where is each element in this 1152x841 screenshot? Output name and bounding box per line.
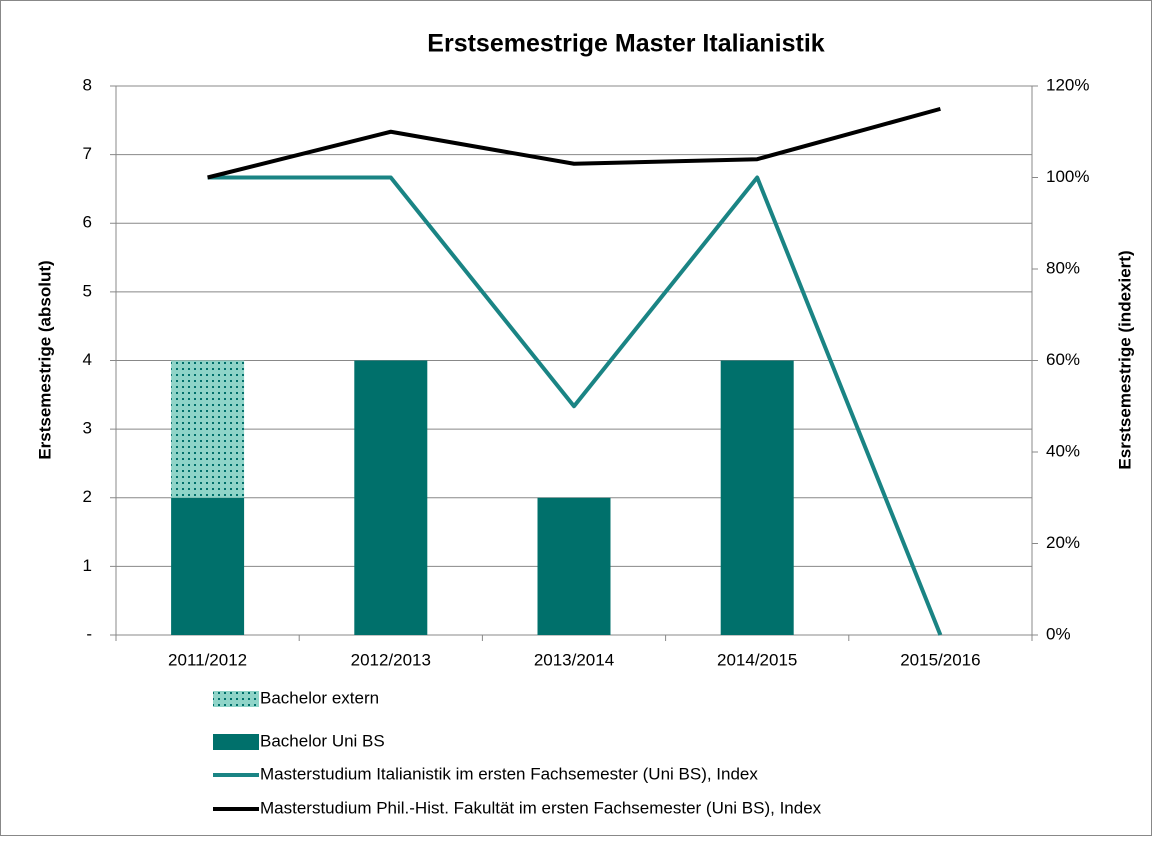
bar xyxy=(171,497,245,635)
bar xyxy=(171,360,245,498)
y-tick-label: 3 xyxy=(83,419,92,438)
y2-tick-label: 20% xyxy=(1046,533,1080,552)
bar xyxy=(720,360,794,635)
bar xyxy=(537,497,611,635)
legend-label: Bachelor extern xyxy=(260,688,379,707)
y-tick-label: 7 xyxy=(83,144,92,163)
y-axis-title: Erstsemestrige (absolut) xyxy=(35,260,54,459)
x-tick-label: 2012/2013 xyxy=(351,650,431,669)
y2-tick-label: 60% xyxy=(1046,350,1080,369)
y-tick-label: 1 xyxy=(83,556,92,575)
y-tick-label: 5 xyxy=(83,281,92,300)
chart-title: Erstsemestrige Master Italianistik xyxy=(427,30,824,58)
legend-label: Masterstudium Phil.-Hist. Fakultät im er… xyxy=(260,798,822,817)
y2-tick-label: 80% xyxy=(1046,258,1080,277)
y-tick-label: 4 xyxy=(83,350,92,369)
y2-axis-title: Esrstsemestrige (indexiert) xyxy=(1115,250,1134,469)
y2-tick-label: 100% xyxy=(1046,167,1089,186)
line xyxy=(207,106,941,180)
x-tick-label: 2013/2014 xyxy=(534,650,614,669)
y-tick-label: 8 xyxy=(83,75,92,94)
x-tick-label: 2014/2015 xyxy=(717,650,797,669)
y-tick-label: 2 xyxy=(83,487,92,506)
line xyxy=(207,175,943,636)
y2-tick-label: 120% xyxy=(1046,75,1089,94)
legend-swatch xyxy=(213,691,259,707)
x-tick-label: 2011/2012 xyxy=(168,650,247,669)
bar xyxy=(354,360,428,635)
legend-label: Bachelor Uni BS xyxy=(260,731,385,750)
y2-tick-label: 40% xyxy=(1046,441,1080,460)
legend-swatch xyxy=(213,734,259,750)
y2-tick-label: 0% xyxy=(1046,624,1071,643)
x-tick-label: 2015/2016 xyxy=(900,650,980,669)
legend-label: Masterstudium Italianistik im ersten Fac… xyxy=(260,764,758,783)
y-tick-label: - xyxy=(86,624,92,643)
y-tick-label: 6 xyxy=(83,213,92,232)
